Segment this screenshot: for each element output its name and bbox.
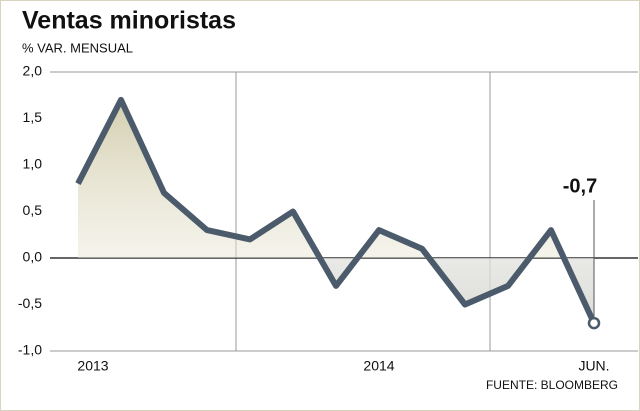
value-label: -0,7	[563, 175, 597, 197]
y-tick-label: -0,5	[18, 295, 42, 311]
y-tick-label: 1,5	[23, 109, 43, 125]
y-tick-label: 2,0	[23, 63, 43, 79]
chart-title: Ventas minoristas	[22, 7, 236, 35]
point	[587, 316, 601, 330]
x-tick-label: 2013	[77, 358, 108, 374]
area-negative	[78, 258, 594, 324]
line	[75, 96, 597, 325]
x-tick-label: 2014	[363, 358, 394, 374]
source: FUENTE: BLOOMBERG	[486, 378, 618, 392]
y-tick-label: -1,0	[18, 342, 42, 358]
y-tick-label: 0,5	[23, 202, 43, 218]
x-tick-label: JUN.	[578, 358, 609, 374]
y-tick-label: 0,0	[23, 249, 43, 265]
y-tick-label: 1,0	[23, 156, 43, 172]
subtitle: % VAR. MENSUAL	[22, 40, 133, 55]
